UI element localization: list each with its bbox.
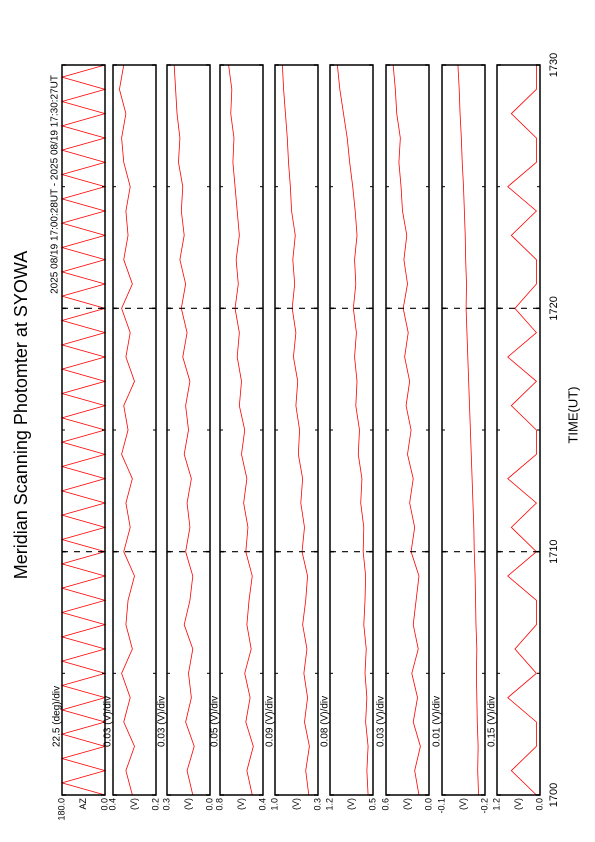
y-axis-label: (V) — [513, 798, 523, 810]
y-axis-label: (V) — [402, 798, 412, 810]
data-line — [336, 64, 369, 796]
y-tick-label: 0.0 — [204, 798, 214, 811]
x-tick-label: 1730 — [548, 53, 560, 77]
y-tick-label: 0.0 — [99, 798, 109, 811]
data-line — [119, 64, 135, 796]
data-line — [507, 65, 538, 796]
scale-label: 0.09 (V)/div — [265, 696, 276, 747]
scale-label: 0.08 (V)/div — [320, 696, 331, 747]
x-axis-label: TIME(UT) — [565, 386, 580, 443]
data-line — [60, 64, 107, 796]
scale-label: 0.03 (V)/div — [103, 696, 114, 747]
panel-frame — [61, 64, 106, 796]
y-tick-label: 0.4 — [257, 798, 267, 811]
panel-frame — [112, 64, 157, 796]
scale-label: 0.15 (V)/div — [487, 696, 498, 747]
y-axis-label: AZ — [78, 798, 88, 810]
y-tick-label: 0.3 — [161, 798, 171, 811]
y-tick-label: 0.2 — [150, 798, 160, 811]
y-tick-label: 180.0 — [56, 798, 66, 821]
y-axis-label: (V) — [183, 798, 193, 810]
panel-frame — [385, 64, 430, 796]
panel-frame — [441, 64, 486, 796]
scale-label: 0.05 (V)/div — [210, 696, 221, 747]
y-tick-label: 1.2 — [324, 798, 334, 811]
scale-label: 0.03 (V)/div — [157, 696, 168, 747]
y-tick-label: 0.0 — [423, 798, 433, 811]
y-axis-label: (V) — [346, 798, 356, 810]
y-axis-label: (V) — [291, 798, 301, 810]
panel-frame — [496, 64, 541, 796]
y-tick-label: 0.6 — [380, 798, 390, 811]
scale-label: 0.03 (V)/div — [376, 696, 387, 747]
panel-frame — [274, 64, 319, 796]
y-tick-label: 0.3 — [312, 798, 322, 811]
y-tick-label: -0.2 — [479, 798, 489, 814]
y-tick-label: 0.8 — [214, 798, 224, 811]
y-tick-label: 0.5 — [367, 798, 377, 811]
y-axis-label: (V) — [458, 798, 468, 810]
x-tick-label: 1720 — [548, 296, 560, 320]
chart-title: Meridian Scanning Photomter at SYOWA — [11, 251, 31, 579]
y-tick-label: 1.0 — [269, 798, 279, 811]
y-tick-label: 0.4 — [107, 798, 117, 811]
scale-label: 0.01 (V)/div — [432, 696, 443, 747]
y-tick-label: 1.2 — [491, 798, 501, 811]
data-line — [281, 64, 310, 796]
x-tick-label: 1710 — [548, 539, 560, 563]
data-line — [228, 64, 254, 796]
subtitle: 2025 08/19 17:00:28UT - 2025 08/19 17:30… — [50, 75, 61, 294]
data-line — [457, 64, 479, 796]
y-tick-label: 0.0 — [534, 798, 544, 811]
y-tick-label: -0.1 — [436, 798, 446, 814]
panel-frame — [219, 64, 264, 796]
data-line — [392, 64, 421, 796]
data-line — [173, 64, 195, 796]
y-axis-label: (V) — [236, 798, 246, 810]
y-axis-label: (V) — [129, 798, 139, 810]
x-tick-label: 1700 — [548, 783, 560, 807]
scale-label: 22.5 (deg)/div — [52, 686, 63, 747]
